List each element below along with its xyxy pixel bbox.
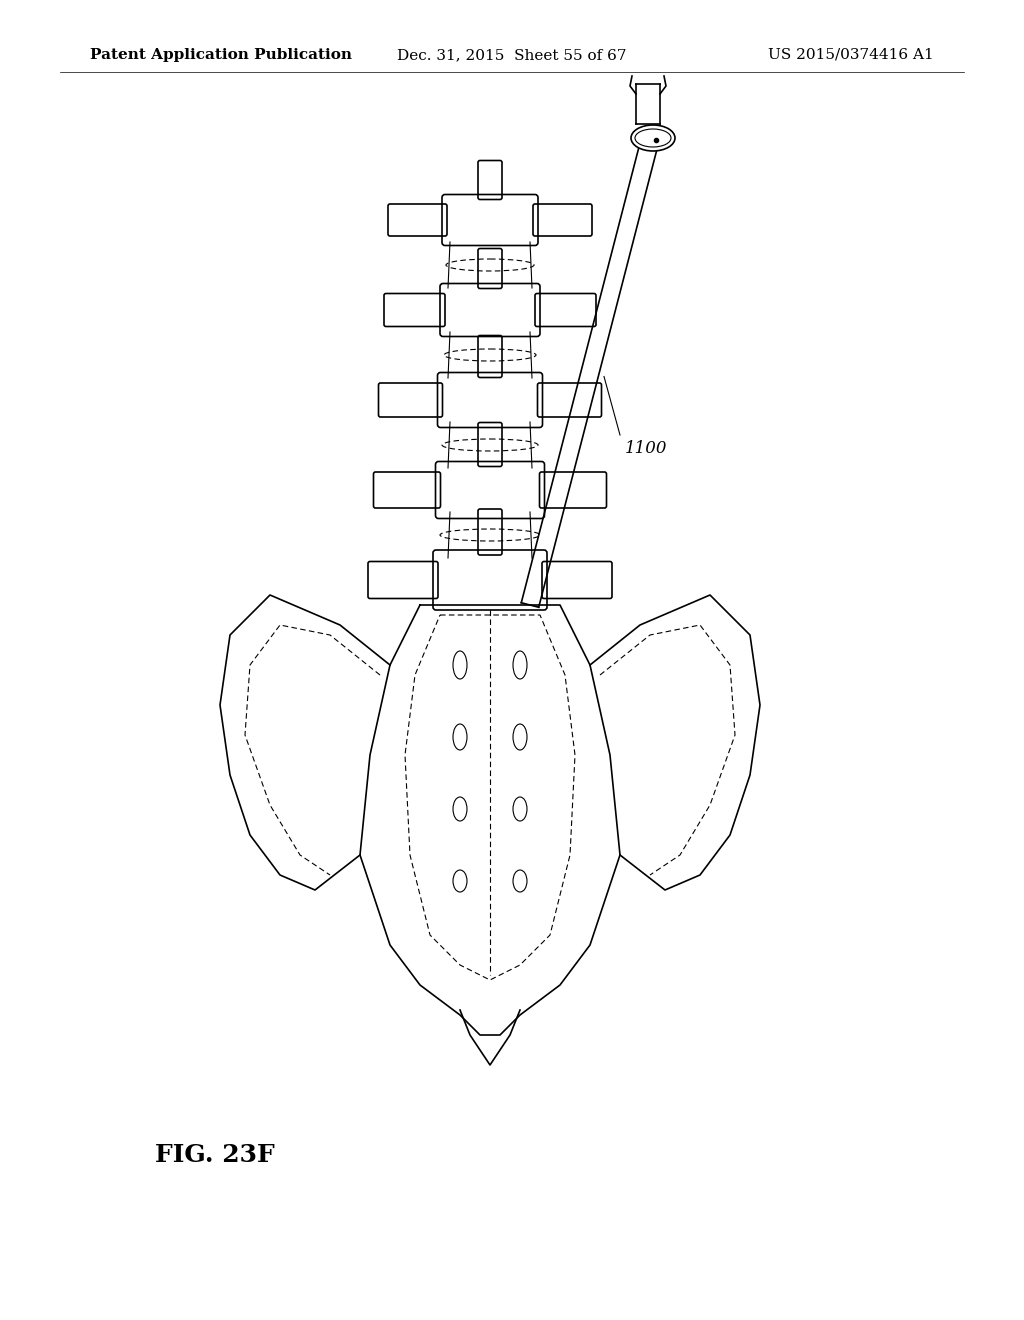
Text: US 2015/0374416 A1: US 2015/0374416 A1	[768, 48, 934, 62]
Text: 1100: 1100	[625, 440, 668, 457]
Text: Patent Application Publication: Patent Application Publication	[90, 48, 352, 62]
Ellipse shape	[631, 125, 675, 150]
Text: Dec. 31, 2015  Sheet 55 of 67: Dec. 31, 2015 Sheet 55 of 67	[397, 48, 627, 62]
Text: FIG. 23F: FIG. 23F	[155, 1143, 274, 1167]
